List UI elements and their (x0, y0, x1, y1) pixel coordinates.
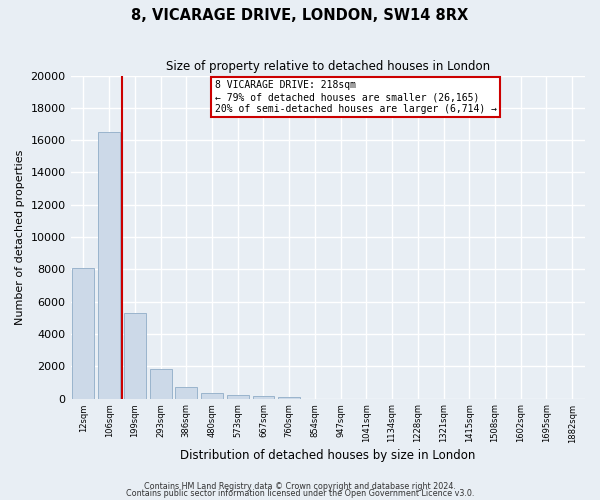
Text: Contains HM Land Registry data © Crown copyright and database right 2024.: Contains HM Land Registry data © Crown c… (144, 482, 456, 491)
Bar (253, 396, 274, 398)
Bar (278, 397, 300, 398)
Title: Size of property relative to detached houses in London: Size of property relative to detached ho… (166, 60, 490, 73)
X-axis label: Distribution of detached houses by size in London: Distribution of detached houses by size … (180, 450, 475, 462)
Bar (73, 268, 94, 398)
Bar (98, 132, 120, 398)
Text: 8 VICARAGE DRIVE: 218sqm
← 79% of detached houses are smaller (26,165)
20% of se: 8 VICARAGE DRIVE: 218sqm ← 79% of detach… (215, 80, 497, 114)
Bar (124, 313, 146, 398)
Y-axis label: Number of detached properties: Number of detached properties (15, 150, 25, 325)
Text: Contains public sector information licensed under the Open Government Licence v3: Contains public sector information licen… (126, 489, 474, 498)
Bar (201, 393, 223, 398)
Text: 8, VICARAGE DRIVE, LONDON, SW14 8RX: 8, VICARAGE DRIVE, LONDON, SW14 8RX (131, 8, 469, 22)
Bar (175, 388, 197, 398)
Bar (227, 396, 248, 398)
Bar (149, 370, 172, 398)
